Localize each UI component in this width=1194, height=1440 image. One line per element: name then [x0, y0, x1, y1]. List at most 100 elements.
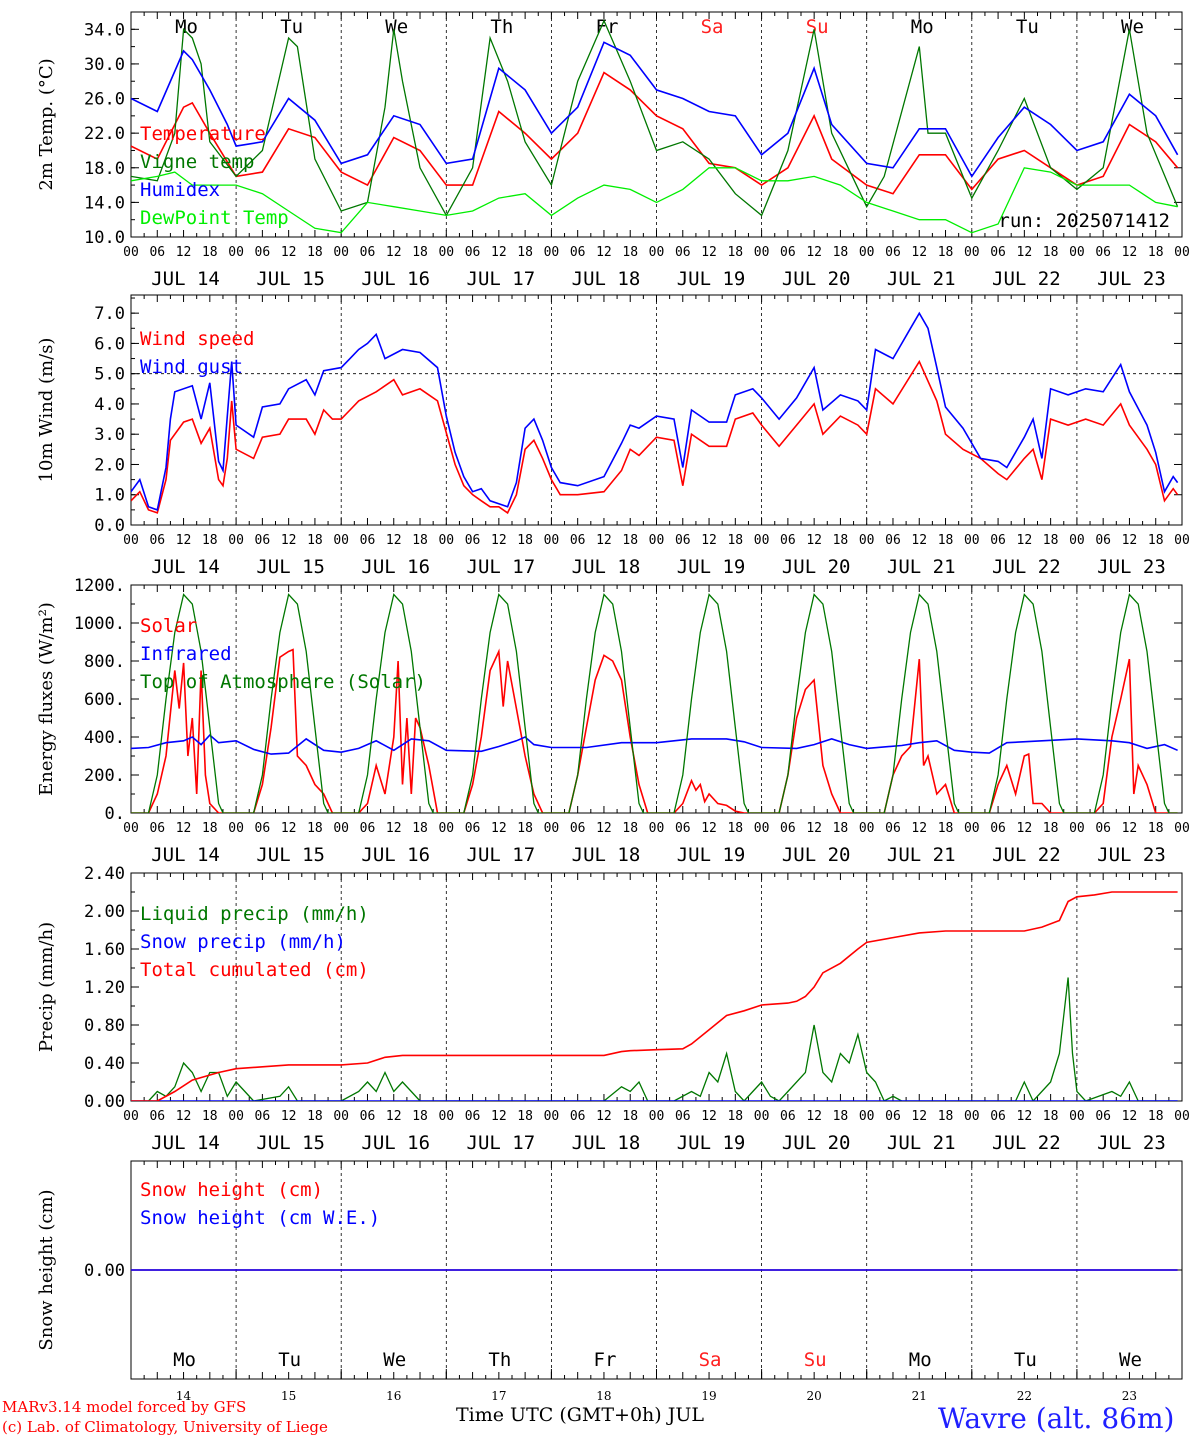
- x-hour-label: 18: [412, 245, 428, 260]
- x-hour-label: 12: [911, 821, 927, 836]
- date-number-label: 17: [491, 1389, 506, 1403]
- series-line-liquid-precip-mm-h-: [131, 977, 1178, 1101]
- x-hour-label: 00: [1069, 821, 1085, 836]
- x-hour-label: 06: [465, 1109, 481, 1124]
- x-hour-label: 18: [938, 533, 954, 548]
- y-tick-label: 34.0: [84, 20, 125, 40]
- x-date-label: JUL 15: [256, 556, 325, 578]
- y-tick-label: 26.0: [84, 90, 125, 110]
- day-of-week-label: Mo: [175, 16, 198, 38]
- x-hour-label: 12: [701, 245, 717, 260]
- series-line-dewpoint-temp: [131, 167, 1178, 234]
- x-hour-label: 12: [1122, 533, 1138, 548]
- x-hour-label: 18: [1043, 245, 1059, 260]
- x-hour-label: 12: [386, 533, 402, 548]
- x-hour-label: 12: [281, 533, 297, 548]
- panel-4: 0.00 0.40 0.80 1.20 1.60 2.00 2.40 Precip (mm/h…: [36, 864, 1190, 1154]
- legend-entry: Liquid precip (mm/h): [140, 903, 369, 925]
- x-hour-label: 18: [517, 821, 533, 836]
- x-date-label: JUL 17: [467, 1132, 536, 1154]
- x-hour-label: 00: [1174, 821, 1190, 836]
- panel-5: 0.00 Snow height (cm) Mo 14 Tu 15 We 16 Th 17 Fr 18…: [36, 1160, 1183, 1403]
- x-hour-label: 18: [1148, 533, 1164, 548]
- x-hour-label: 18: [202, 533, 218, 548]
- station-name: Wavre (alt. 86m): [938, 1402, 1175, 1435]
- x-hour-label: 18: [833, 245, 849, 260]
- legend-entry: Solar: [140, 615, 197, 637]
- x-hour-label: 12: [386, 821, 402, 836]
- y-tick-label: 22.0: [84, 124, 125, 144]
- day-of-week-label: Sa: [699, 1349, 722, 1371]
- y-tick-label: 200.: [84, 766, 125, 786]
- x-hour-label: 06: [255, 533, 271, 548]
- x-hour-label: 06: [1095, 533, 1111, 548]
- y-tick-label: 0.0: [94, 516, 125, 536]
- x-hour-label: 00: [544, 245, 560, 260]
- y-tick-label: 800.: [84, 652, 125, 672]
- x-date-label: JUL 23: [1097, 268, 1166, 290]
- y-axis-title: 2m Temp. (°C): [36, 58, 57, 190]
- x-hour-label: 18: [727, 245, 743, 260]
- x-date-label: JUL 16: [361, 1132, 430, 1154]
- x-hour-label: 18: [202, 1109, 218, 1124]
- series-line-vigne-temp: [131, 19, 1179, 217]
- x-date-label: JUL 21: [887, 1132, 956, 1154]
- x-hour-label: 18: [517, 245, 533, 260]
- x-date-label: JUL 14: [151, 268, 220, 290]
- x-hour-label: 18: [412, 1109, 428, 1124]
- day-of-week-label: Tu: [278, 1349, 301, 1371]
- x-hour-label: 06: [990, 245, 1006, 260]
- legend-entry: DewPoint Temp: [140, 207, 289, 229]
- x-hour-label: 18: [412, 533, 428, 548]
- x-hour-label: 12: [1122, 245, 1138, 260]
- date-number-label: 21: [912, 1389, 927, 1403]
- panel-3: 0. 200. 400. 600. 800. 1000. 1200. Energy fluxe…: [36, 576, 1190, 866]
- y-tick-label: 600.: [84, 690, 125, 710]
- x-hour-label: 18: [307, 1109, 323, 1124]
- x-hour-label: 18: [1043, 533, 1059, 548]
- x-hour-label: 12: [491, 821, 507, 836]
- series-line-humidex: [131, 41, 1179, 178]
- day-of-week-label: Tu: [1016, 16, 1039, 38]
- x-hour-label: 06: [1095, 821, 1111, 836]
- x-hour-label: 12: [806, 245, 822, 260]
- date-number-label: 19: [701, 1389, 716, 1403]
- x-hour-label: 12: [176, 245, 192, 260]
- x-axis-title: Time UTC (GMT+0h) JUL: [456, 1404, 704, 1426]
- day-of-week-label: We: [1119, 1349, 1142, 1371]
- x-hour-label: 06: [780, 821, 796, 836]
- y-tick-label: 14.0: [84, 193, 125, 213]
- y-tick-label: 30.0: [84, 55, 125, 75]
- x-hour-label: 00: [964, 533, 980, 548]
- x-hour-label: 00: [1174, 533, 1190, 548]
- x-hour-label: 00: [438, 821, 454, 836]
- legend-entry: Snow height (cm): [140, 1179, 323, 1201]
- x-date-label: JUL 22: [992, 268, 1061, 290]
- x-hour-label: 12: [176, 821, 192, 836]
- x-date-label: JUL 22: [992, 844, 1061, 866]
- x-hour-label: 12: [596, 245, 612, 260]
- series-line-top-of-atmosphere-solar-: [131, 593, 1178, 813]
- day-of-week-label: Tu: [280, 16, 303, 38]
- x-hour-label: 12: [176, 533, 192, 548]
- x-hour-label: 12: [491, 245, 507, 260]
- x-hour-label: 06: [255, 1109, 271, 1124]
- legend-entry: Humidex: [140, 179, 220, 201]
- x-hour-label: 06: [780, 1109, 796, 1124]
- x-hour-label: 06: [780, 245, 796, 260]
- x-hour-label: 00: [228, 821, 244, 836]
- day-of-week-label: Sa: [701, 16, 724, 38]
- x-hour-label: 00: [333, 533, 349, 548]
- y-tick-label: 3.0: [94, 425, 125, 445]
- x-hour-label: 06: [885, 533, 901, 548]
- y-tick-label: 0.00: [84, 1092, 125, 1112]
- x-date-label: JUL 21: [887, 844, 956, 866]
- x-date-label: JUL 15: [256, 1132, 325, 1154]
- x-hour-label: 06: [570, 821, 586, 836]
- x-hour-label: 00: [1069, 1109, 1085, 1124]
- x-hour-label: 18: [833, 821, 849, 836]
- x-hour-label: 06: [255, 821, 271, 836]
- x-hour-label: 00: [964, 245, 980, 260]
- x-hour-label: 12: [1017, 245, 1033, 260]
- x-hour-label: 12: [281, 821, 297, 836]
